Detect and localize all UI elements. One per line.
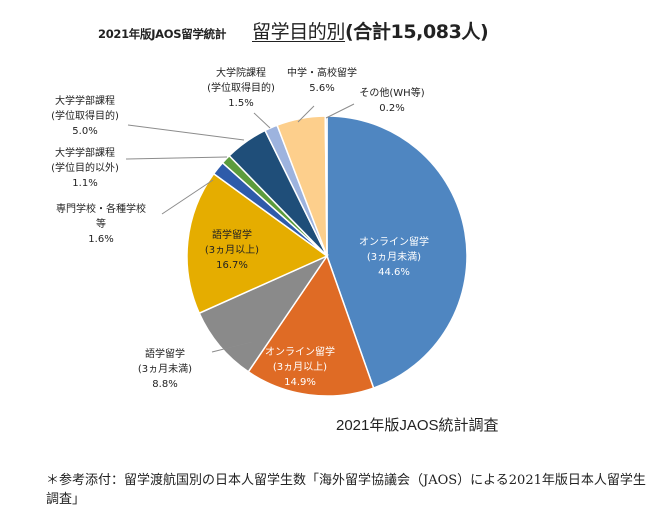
leader-line-undergrad-degree (127, 124, 245, 141)
leader-line-secondary (297, 105, 315, 123)
slice-label-grad-degree: 大学院課程(学位取得目的) 1.5% (207, 66, 275, 109)
footnote: ＊参考添付：留学渡航国別の日本人留学生数「海外留学協議会（JAOS）による202… (46, 473, 646, 507)
leader-line-vocational (161, 179, 214, 215)
slice-label-language-over-3m: 語学留学(3ヵ月以上) 16.7% (205, 228, 259, 271)
chart-subtitle: 2021年版JAOS留学統計 (98, 27, 227, 41)
slice-label-undergrad-degree: 大学学部課程(学位取得目的) 5.0% (51, 94, 119, 137)
leader-line-grad-degree (253, 112, 271, 129)
slice-label-online-over-3m: オンライン留学(3ヵ月以上) 14.9% (265, 345, 335, 388)
leader-line-other (325, 103, 355, 119)
slice-label-vocational: 専門学校・各種学校等 1.6% (56, 202, 146, 245)
slice-label-language-under-3m: 語学留学(3ヵ月未満) 8.8% (138, 347, 192, 390)
slice-label-secondary: 中学・高校留学 5.6% (287, 66, 357, 94)
slice-label-online-under-3m: オンライン留学(3ヵ月未満) 44.6% (359, 235, 429, 278)
leader-line-language-under-3m (211, 341, 253, 353)
slice-label-undergrad-nondegree: 大学学部課程(学位目的以外) 1.1% (51, 146, 119, 189)
pie-chart: オンライン留学(3ヵ月未満) 44.6% オンライン留学(3ヵ月以上) 14.9% 語学… (51, 66, 468, 397)
chart-title: 留学目的別(合計15,083人) (252, 17, 489, 44)
chart-title-main: 留学目的別 (252, 21, 346, 43)
pie-slice-online-over-3m (247, 254, 375, 397)
leader-line-undergrad-nondegree (125, 156, 228, 160)
pie-slice-other (324, 115, 328, 257)
pie-slice-online-under-3m (326, 115, 468, 389)
chart-title-total: (合計15,083人) (345, 21, 489, 43)
source-label: 2021年版JAOS統計調査 (336, 417, 499, 434)
slice-label-other: その他(WH等) 0.2% (359, 86, 424, 114)
